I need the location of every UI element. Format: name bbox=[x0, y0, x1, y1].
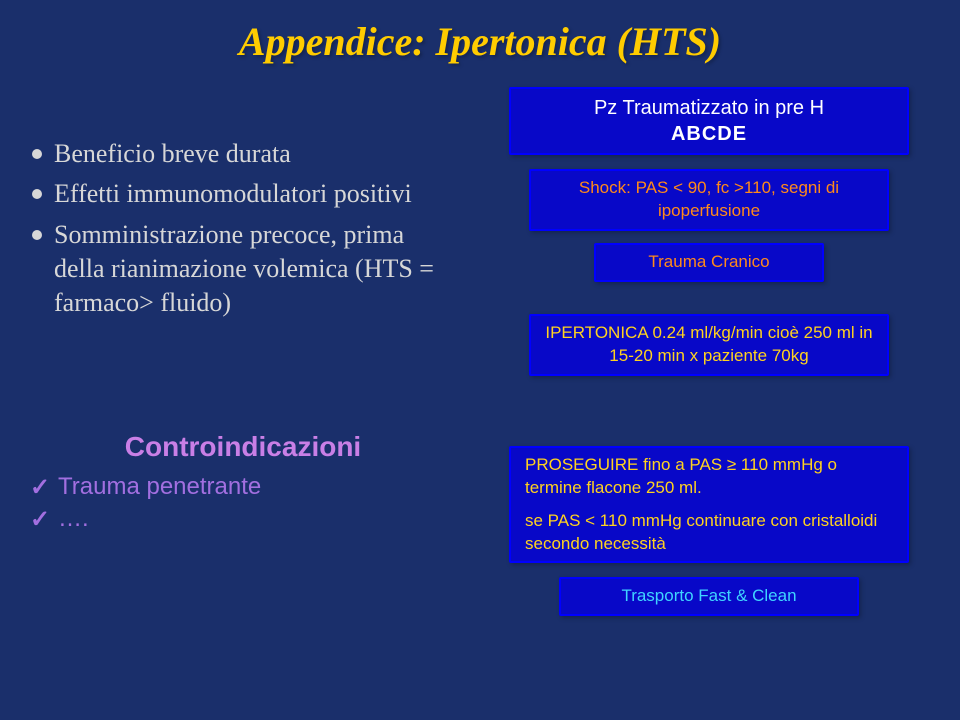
bullet-item: Somministrazione precoce, prima della ri… bbox=[28, 218, 458, 321]
slide-title: Appendice: Ipertonica (HTS) bbox=[28, 18, 932, 65]
bullet-list: Beneficio breve durata Effetti immunomod… bbox=[28, 137, 458, 321]
contraindications: Controindicazioni Trauma penetrante …. bbox=[28, 431, 458, 533]
flow-step-7: Trasporto Fast & Clean bbox=[559, 577, 859, 616]
check-list: Trauma penetrante …. bbox=[28, 473, 458, 533]
flow-step-6: PROSEGUIRE fino a PAS ≥ 110 mmHg o termi… bbox=[509, 446, 909, 564]
left-column: Beneficio breve durata Effetti immunomod… bbox=[28, 85, 458, 616]
flow-step-2-text: ABCDE bbox=[525, 121, 893, 147]
slide: 118 BOLOGNA SOCCORSO Appendice: Ipertoni… bbox=[0, 0, 960, 720]
bullet-item: Beneficio breve durata bbox=[28, 137, 458, 171]
contraindications-title: Controindicazioni bbox=[28, 431, 458, 463]
check-item: …. bbox=[28, 505, 458, 533]
flow-step-1-text: Pz Traumatizzato in pre H bbox=[525, 95, 893, 121]
flow-step-3: Shock: PAS < 90, fc >110, segni di ipope… bbox=[529, 169, 889, 231]
bullet-item: Effetti immunomodulatori positivi bbox=[28, 177, 458, 211]
flow-step-6a: PROSEGUIRE fino a PAS ≥ 110 mmHg o termi… bbox=[525, 454, 893, 500]
flow-step-6b: se PAS < 110 mmHg continuare con cristal… bbox=[525, 510, 893, 556]
flow-step-5: IPERTONICA 0.24 ml/kg/min cioè 250 ml in… bbox=[529, 314, 889, 376]
flowchart: Pz Traumatizzato in pre H ABCDE Shock: P… bbox=[486, 85, 932, 616]
flow-step-1: Pz Traumatizzato in pre H ABCDE bbox=[509, 87, 909, 155]
check-item: Trauma penetrante bbox=[28, 473, 458, 501]
columns: Beneficio breve durata Effetti immunomod… bbox=[28, 85, 932, 616]
flow-step-4: Trauma Cranico bbox=[594, 243, 824, 282]
